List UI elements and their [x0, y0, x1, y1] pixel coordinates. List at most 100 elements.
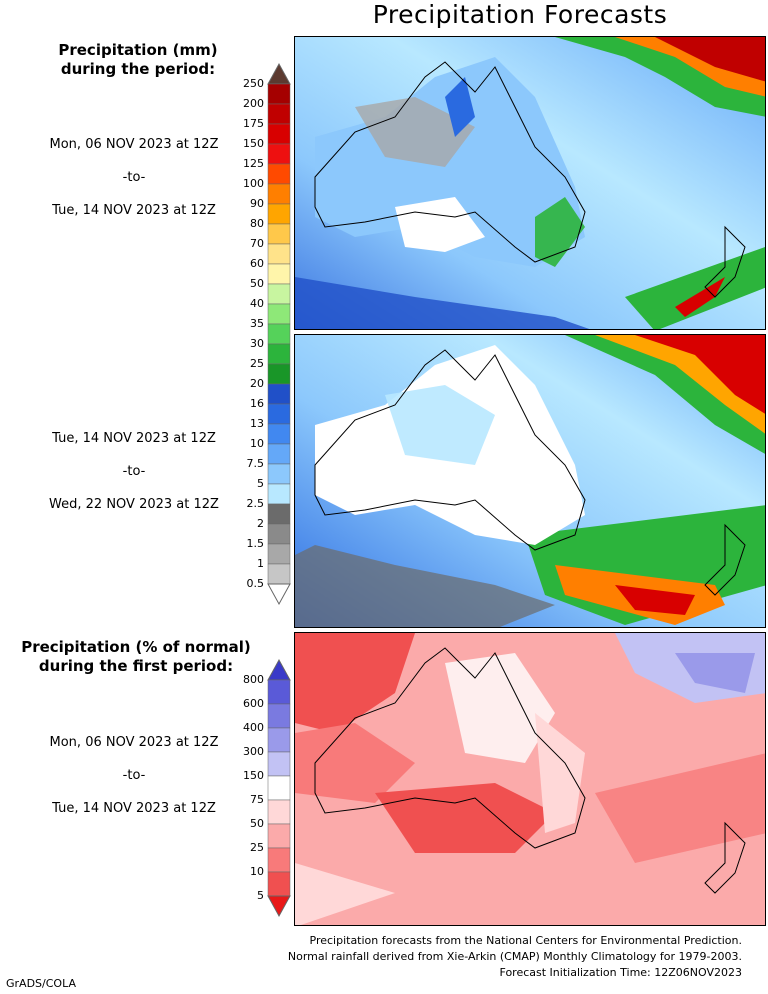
footer-line3: Forecast Initialization Time: 12Z06NOV20… [499, 966, 742, 979]
period-1-label: Mon, 06 NOV 2023 at 12Z -to- Tue, 14 NOV… [14, 137, 254, 236]
amount-colorbar-swatch-top [267, 62, 291, 85]
percent-colorbar: 800 600 400 300 150 75 50 25 10 5 [230, 658, 291, 918]
map-panel-period2-amount [294, 334, 766, 628]
percent-colorbar-swatch [267, 751, 291, 777]
amount-colorbar-swatch [267, 463, 291, 485]
percent-colorbar-swatch [267, 703, 291, 729]
amount-colorbar-swatch [267, 403, 291, 425]
amount-colorbar-tick-label: 13 [250, 417, 264, 430]
percent-colorbar-tick-label: 300 [243, 745, 264, 758]
percent-colorbar-tick-label: 10 [250, 865, 264, 878]
amount-colorbar-tick-label: 10 [250, 437, 264, 450]
map-panel-period1-percent [294, 632, 766, 926]
amount-colorbar-tick-label: 90 [250, 197, 264, 210]
period-2-end: Wed, 22 NOV 2023 at 12Z [49, 497, 219, 512]
footer-notes: Precipitation forecasts from the Nationa… [288, 933, 742, 981]
amount-colorbar-swatch [267, 323, 291, 345]
amount-colorbar-swatch [267, 303, 291, 325]
amount-colorbar-swatch [267, 143, 291, 165]
amount-colorbar-swatch [267, 423, 291, 445]
amount-colorbar-tick-label: 125 [243, 157, 264, 170]
footer-line2: Normal rainfall derived from Xie-Arkin (… [287, 950, 742, 963]
amount-colorbar-tick-label: 35 [250, 317, 264, 330]
amount-colorbar-tick-label: 60 [250, 257, 264, 270]
amount-colorbar-swatch [267, 483, 291, 505]
percent-colorbar-swatch [267, 775, 291, 801]
amount-colorbar-tick-label: 2.5 [246, 497, 265, 510]
amount-colorbar-swatch [267, 123, 291, 145]
percent-colorbar-tick-label: 75 [250, 793, 264, 806]
amount-colorbar-swatch [267, 183, 291, 205]
amount-title-line2: during the period: [60, 60, 216, 78]
amount-colorbar-tick-label: 20 [250, 377, 264, 390]
percent-colorbar-tick-label: 600 [243, 697, 264, 710]
amount-colorbar-swatch [267, 243, 291, 265]
amount-title-line1: Precipitation (mm) [58, 41, 218, 59]
period-2-label: Tue, 14 NOV 2023 at 12Z -to- Wed, 22 NOV… [14, 431, 254, 530]
amount-colorbar-swatch [267, 203, 291, 225]
percent-colorbar-tick-label: 25 [250, 841, 264, 854]
amount-colorbar-tick-label: 25 [250, 357, 264, 370]
amount-colorbar-swatch [267, 543, 291, 565]
amount-colorbar-swatch [267, 343, 291, 365]
amount-colorbar-tick-label: 200 [243, 97, 264, 110]
amount-colorbar-tick-label: 30 [250, 337, 264, 350]
credit-text: GrADS/COLA [6, 977, 76, 990]
percent-title-line2: during the first period: [38, 657, 234, 675]
amount-colorbar-tick-label: 150 [243, 137, 264, 150]
period-1-end: Tue, 14 NOV 2023 at 12Z [52, 203, 216, 218]
percent-colorbar-swatch [267, 871, 291, 897]
amount-colorbar-swatch [267, 263, 291, 285]
amount-colorbar-tick-label: 5 [257, 477, 264, 490]
amount-colorbar-tick-label: 1 [257, 557, 264, 570]
percent-colorbar-tick-label: 5 [257, 889, 264, 902]
amount-colorbar-swatch [267, 503, 291, 525]
percent-colorbar-swatch-top [267, 658, 291, 681]
period-3-sep: -to- [122, 768, 146, 783]
amount-section-title: Precipitation (mm) during the period: [20, 41, 256, 79]
amount-colorbar-tick-label: 50 [250, 277, 264, 290]
amount-colorbar-swatch [267, 283, 291, 305]
percent-colorbar-swatch [267, 727, 291, 753]
amount-colorbar-tick-label: 1.5 [246, 537, 265, 550]
period-2-sep: -to- [122, 464, 146, 479]
period-3-end: Tue, 14 NOV 2023 at 12Z [52, 801, 216, 816]
page-title: Precipitation Forecasts [372, 0, 668, 29]
amount-colorbar-swatch [267, 103, 291, 125]
percent-colorbar-tick-label: 400 [243, 721, 264, 734]
amount-colorbar-tick-label: 80 [250, 217, 264, 230]
amount-colorbar-tick-label: 175 [243, 117, 264, 130]
amount-colorbar-tick-label: 16 [250, 397, 264, 410]
footer-line1: Precipitation forecasts from the Nationa… [309, 934, 743, 947]
amount-colorbar-tick-label: 70 [250, 237, 264, 250]
percent-section-title: Precipitation (% of normal) during the f… [0, 638, 272, 676]
period-1-start: Mon, 06 NOV 2023 at 12Z [49, 137, 219, 152]
percent-colorbar-tick-label: 50 [250, 817, 264, 830]
amount-colorbar-swatch [267, 223, 291, 245]
period-3-start: Mon, 06 NOV 2023 at 12Z [49, 735, 219, 750]
percent-colorbar-swatch [267, 679, 291, 705]
percent-colorbar-swatch [267, 823, 291, 849]
amount-colorbar-swatch [267, 523, 291, 545]
percent-colorbar-swatch [267, 799, 291, 825]
percent-colorbar-swatch-bottom [267, 895, 291, 918]
amount-colorbar-swatch [267, 443, 291, 465]
period-1-sep: -to- [122, 170, 146, 185]
amount-colorbar-swatch [267, 563, 291, 585]
period-3-label: Mon, 06 NOV 2023 at 12Z -to- Tue, 14 NOV… [14, 735, 254, 834]
percent-colorbar-tick-label: 800 [243, 673, 264, 686]
amount-colorbar-swatch [267, 163, 291, 185]
amount-colorbar-tick-label: 0.5 [246, 577, 265, 590]
amount-colorbar-swatch [267, 363, 291, 385]
amount-colorbar-swatch [267, 383, 291, 405]
percent-colorbar-swatch [267, 847, 291, 873]
percent-title-line1: Precipitation (% of normal) [21, 638, 251, 656]
amount-colorbar-tick-label: 250 [243, 77, 264, 90]
amount-colorbar-tick-label: 40 [250, 297, 264, 310]
map-panel-period1-amount [294, 36, 766, 330]
amount-colorbar-tick-label: 100 [243, 177, 264, 190]
amount-colorbar-tick-label: 2 [257, 517, 264, 530]
amount-colorbar-swatch [267, 83, 291, 105]
amount-colorbar: 250 200 175 150 125 100 90 80 70 60 50 40 35 30 25 20 16… [230, 62, 291, 606]
amount-colorbar-tick-label: 7.5 [246, 457, 265, 470]
